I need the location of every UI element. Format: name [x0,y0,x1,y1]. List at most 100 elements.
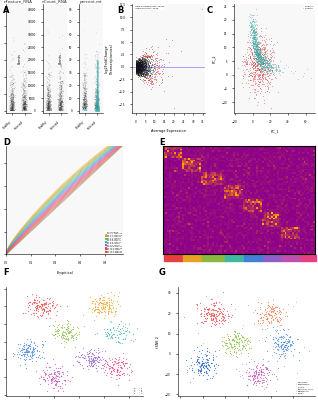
Point [139,59,144,66]
Point [138,56,143,62]
Point [57,76,62,83]
Point [21,102,26,108]
Point [135,61,140,68]
Point [138,67,143,73]
Point [21,101,26,108]
Point [128,367,134,374]
Patient2 [273,74,278,80]
Patient1 [246,37,251,43]
Point [11,104,16,110]
Point [93,307,98,313]
Point [83,105,88,112]
Patient1 [250,34,255,41]
Point [136,62,142,68]
Patient1 [265,58,270,64]
Point [83,96,88,103]
Point [82,90,87,96]
Point [35,346,40,353]
Point [45,102,51,108]
Patient1 [252,22,258,28]
Point [93,97,99,103]
Point [82,102,87,109]
Point [118,318,123,324]
Point [81,105,86,112]
Point [94,102,99,108]
Point [82,101,87,107]
Point [95,104,100,110]
Patient1 [261,62,266,69]
Point [136,58,141,65]
Point [141,71,146,78]
Point [48,97,53,103]
Point [135,63,140,70]
Point [51,371,56,377]
Point [209,374,214,381]
Point [9,101,14,108]
Point [236,343,241,350]
Point [43,99,48,106]
Patient1 [258,62,263,68]
Point [141,62,146,68]
Point [136,68,141,75]
Point [143,66,148,72]
Point [96,357,101,364]
Point [135,62,140,69]
Point [93,104,98,110]
Patient1 [252,46,257,52]
Point [82,102,87,108]
Point [95,86,100,92]
Point [8,97,13,103]
Point [20,92,25,99]
Point [122,359,127,366]
Point [161,66,166,72]
Point [142,63,147,69]
Point [93,101,98,108]
Point [134,61,139,67]
Point [21,81,26,87]
Point [146,70,151,76]
Patient1 [257,51,262,58]
Point [138,68,143,74]
Patient1 [268,63,273,69]
Point [136,62,142,69]
Point [211,307,216,313]
Point [10,100,16,107]
Point [139,68,144,75]
Point [10,91,15,97]
Point [204,360,209,366]
Patient1 [253,28,258,35]
Point [279,342,284,348]
Point [139,73,144,79]
Patient2 [252,89,257,95]
Point [23,100,28,107]
Patient1 [254,50,259,56]
Point [235,339,240,346]
Y-axis label: log2FoldChange
(Transcriptomics): log2FoldChange (Transcriptomics) [105,43,113,74]
Point [82,85,87,92]
Point [80,94,86,100]
Point [139,64,144,70]
Point [197,368,202,374]
Point [259,380,264,386]
Patient1 [258,58,263,64]
Point [45,92,50,99]
Point [270,336,275,343]
Point [86,354,91,360]
Point [81,100,86,106]
Point [136,66,141,73]
Point [136,59,141,66]
Point [95,306,100,312]
Point [282,348,287,354]
Point [134,62,139,68]
Point [255,375,260,381]
Point [138,62,143,68]
Point [134,67,139,73]
Patient1 [261,58,266,64]
Point [82,85,87,92]
Point [205,306,210,312]
Point [89,346,94,352]
Patient1 [259,65,264,72]
Point [82,103,87,109]
Point [25,304,31,310]
Point [12,107,17,114]
